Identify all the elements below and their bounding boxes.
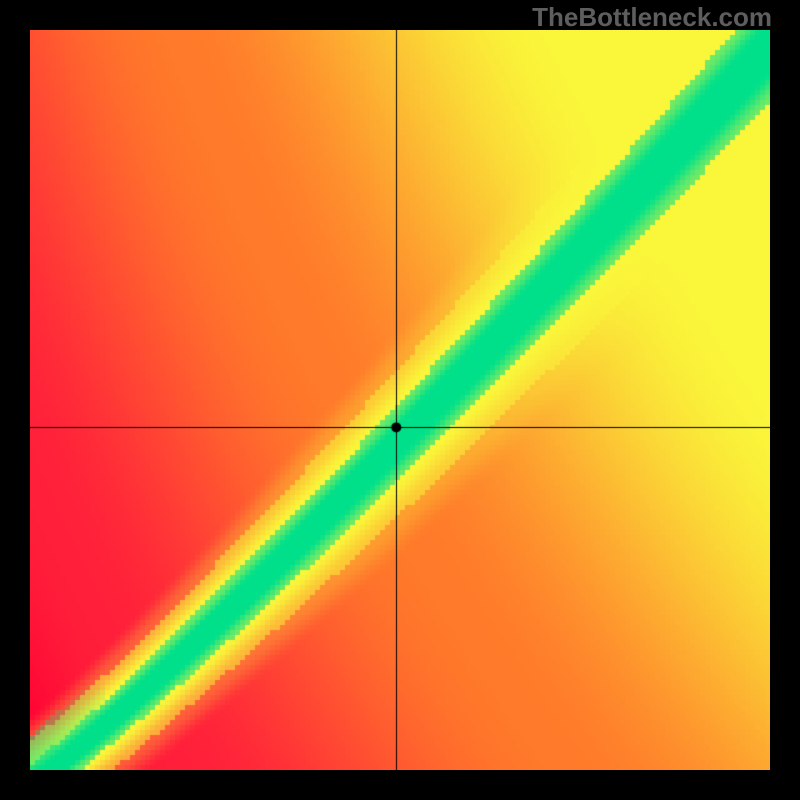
bottleneck-heatmap bbox=[30, 30, 770, 770]
watermark-text: TheBottleneck.com bbox=[532, 2, 772, 33]
chart-stage: TheBottleneck.com bbox=[0, 0, 800, 800]
